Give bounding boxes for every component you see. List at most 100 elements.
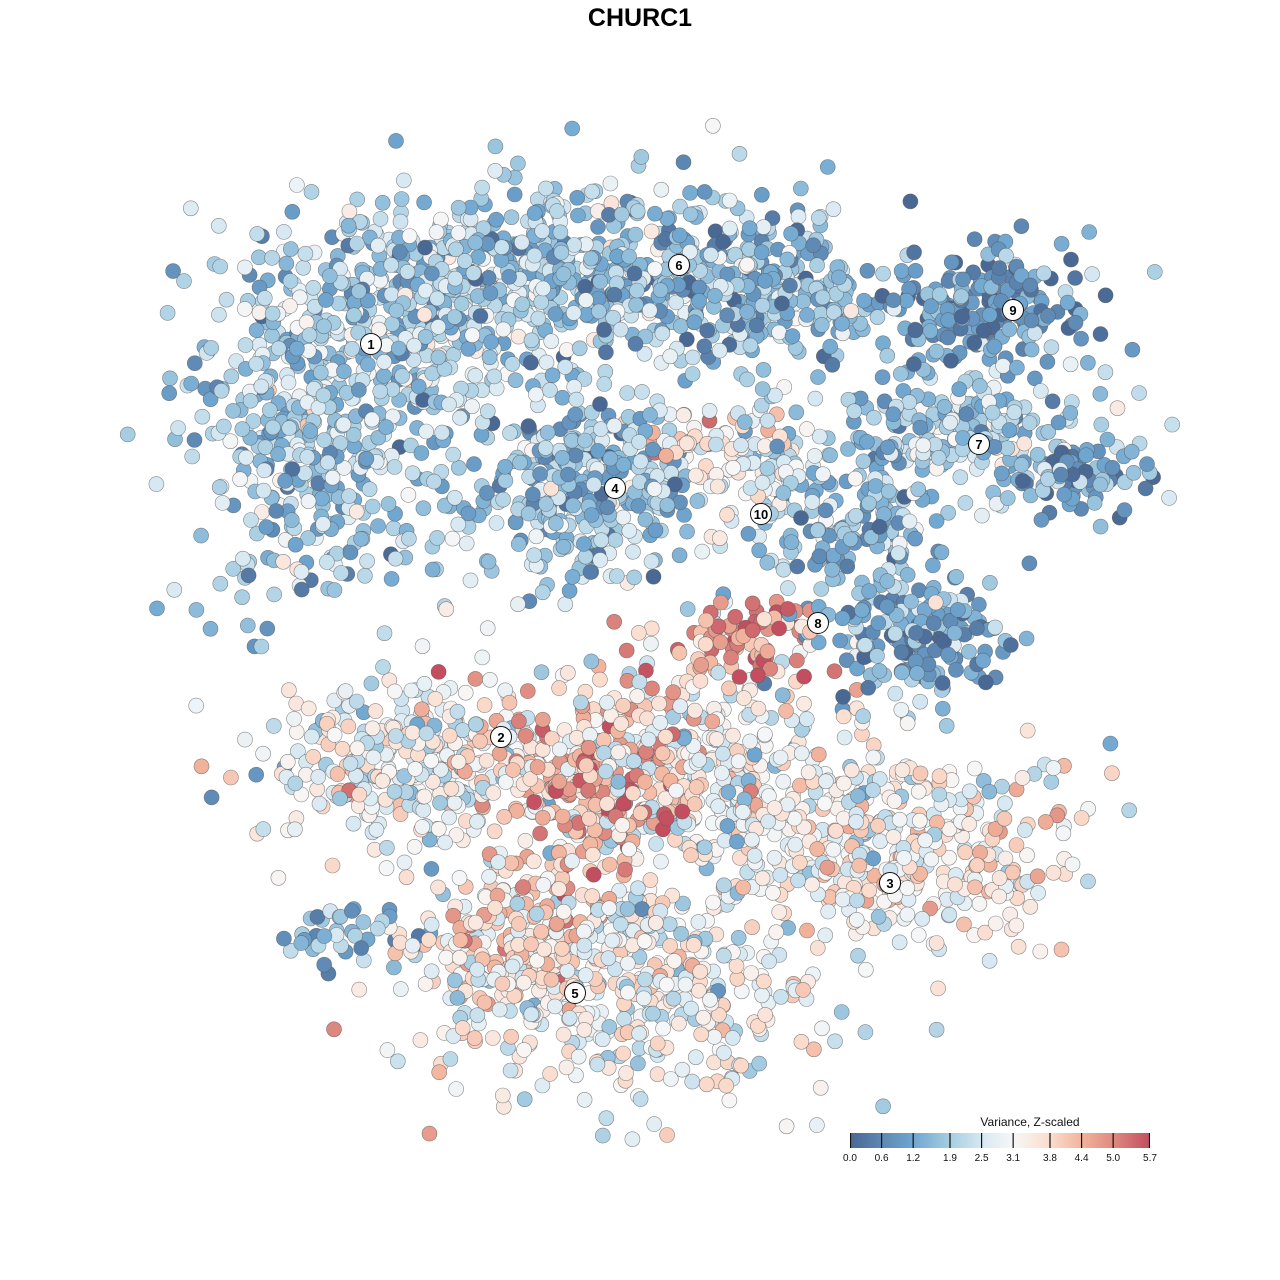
cell-point-cluster-2 <box>534 809 551 826</box>
cell-point-cluster-1 <box>314 490 330 507</box>
cell-point-cluster-4 <box>644 441 661 458</box>
cell-point-cluster-9 <box>986 338 1003 355</box>
cell-point-cluster-3 <box>1121 802 1137 819</box>
cell-point-cluster-4 <box>520 505 537 522</box>
cell-point-cluster-5 <box>564 853 580 869</box>
cell-point-cluster-10 <box>824 561 840 578</box>
cell-point-cluster-5 <box>542 1066 558 1082</box>
cell-point-cluster-3 <box>1010 938 1027 955</box>
cell-point-cluster-4 <box>560 466 576 483</box>
cell-point-cluster-6 <box>754 381 771 397</box>
cell-point-cluster-1 <box>270 446 286 463</box>
cell-point-cluster-2 <box>414 819 431 835</box>
cell-point-cluster-3 <box>772 867 789 883</box>
cell-point-cluster-2 <box>334 740 351 757</box>
cell-point-cluster-6 <box>577 278 593 295</box>
cell-point-cluster-6 <box>633 149 650 165</box>
cell-point-cluster-10 <box>867 478 884 494</box>
cell-point-cluster-10 <box>711 530 728 547</box>
cell-point-cluster-5 <box>693 1026 710 1043</box>
cell-point-cluster-1 <box>482 285 499 302</box>
cell-point-cluster-3 <box>886 793 903 809</box>
cell-point-cluster-6 <box>831 269 847 286</box>
cell-point-cluster-6 <box>555 266 572 282</box>
cell-point-cluster-2 <box>730 753 747 770</box>
cell-point-cluster-2 <box>899 715 916 732</box>
cell-point-cluster-4 <box>510 596 526 613</box>
cell-point-cluster-4 <box>615 456 632 473</box>
cell-point-cluster-8 <box>698 612 714 629</box>
cell-point-cluster-6 <box>613 206 630 223</box>
cell-point-cluster-3 <box>896 850 912 866</box>
cell-point-cluster-2 <box>704 713 721 730</box>
cell-point-cluster-7 <box>866 409 882 426</box>
cell-point-cluster-10 <box>928 513 945 529</box>
cell-point-cluster-1 <box>358 450 375 467</box>
cell-point-cluster-6 <box>654 325 671 342</box>
cell-point-cluster-4 <box>577 432 593 449</box>
cell-point-cluster-5 <box>812 1080 829 1096</box>
cell-point-cluster-6 <box>503 209 520 225</box>
cell-point-cluster-3 <box>956 916 972 933</box>
cell-point-cluster-6 <box>569 190 586 206</box>
cell-point-cluster-1 <box>312 364 329 381</box>
cell-point-cluster-8 <box>946 625 963 641</box>
cell-point-cluster-2 <box>351 786 368 803</box>
cell-point-cluster-2 <box>640 731 657 748</box>
cell-point-cluster-6 <box>754 297 771 314</box>
cell-point-cluster-2 <box>404 724 421 741</box>
cell-point-cluster-2 <box>835 708 852 725</box>
cell-point-cluster-8 <box>779 601 796 617</box>
cell-point-cluster-10 <box>775 485 792 501</box>
cell-point-cluster-3 <box>885 829 902 845</box>
cell-point-cluster-7 <box>1044 393 1061 410</box>
colorbar-tick-label: 3.8 <box>1043 1153 1057 1164</box>
cell-point-cluster-5 <box>619 955 636 972</box>
cell-point-cluster-7 <box>1021 415 1038 431</box>
cell-point-cluster-5 <box>600 950 617 967</box>
cell-point-cluster-2 <box>725 727 741 744</box>
cell-point-cluster-8 <box>925 615 942 632</box>
cell-point-cluster-8 <box>879 598 895 615</box>
cell-point-cluster-5 <box>734 804 751 820</box>
cell-point-cluster-5 <box>467 914 484 931</box>
colorbar-tick-label: 2.5 <box>974 1153 989 1164</box>
cell-point-cluster-1 <box>281 420 298 436</box>
cell-point-cluster-7 <box>1104 459 1121 476</box>
cell-point-cluster-2 <box>398 869 415 886</box>
cell-point-cluster-1 <box>390 340 407 357</box>
cell-point-cluster-5 <box>576 1022 593 1038</box>
colorbar-gradient <box>850 1133 1150 1148</box>
cell-point-cluster-5 <box>761 953 777 970</box>
cell-point-cluster-10 <box>804 494 821 510</box>
cell-point-cluster-8 <box>887 685 904 702</box>
cell-point-cluster-6 <box>487 138 504 155</box>
cell-point-cluster-6 <box>757 273 773 289</box>
cell-point-cluster-7 <box>1125 464 1142 481</box>
cell-point-cluster-5 <box>516 1042 532 1058</box>
cell-point-cluster-8 <box>750 667 766 684</box>
cell-point-cluster-2 <box>534 711 551 728</box>
cell-point-cluster-4 <box>615 509 632 526</box>
cell-point-cluster-1 <box>300 493 317 510</box>
cell-point-cluster-7 <box>993 465 1010 482</box>
legend-title: Variance, Z-scaled <box>980 1115 1080 1129</box>
cell-point-cluster-10 <box>847 470 864 487</box>
cell-point-cluster-6 <box>706 287 723 304</box>
cell-point-cluster-5 <box>525 853 542 870</box>
cell-point-cluster-3 <box>819 859 836 876</box>
cell-point-cluster-2 <box>696 839 713 856</box>
cell-point-cluster-4 <box>642 407 658 423</box>
cell-point-cluster-5 <box>614 817 631 833</box>
cell-point-cluster-1 <box>467 367 484 384</box>
cell-point-cluster-4 <box>507 514 524 531</box>
cell-point-cluster-2 <box>637 774 653 790</box>
cell-point-cluster-2 <box>535 877 552 893</box>
cell-point-cluster-10 <box>753 397 770 414</box>
cell-point-cluster-8 <box>744 595 761 612</box>
cell-point-cluster-1 <box>289 340 305 357</box>
cell-point-cluster-2 <box>374 772 391 789</box>
cell-point-cluster-5 <box>503 1028 519 1045</box>
cell-point-cluster-1 <box>235 550 251 567</box>
cell-point-cluster-3 <box>893 701 910 718</box>
